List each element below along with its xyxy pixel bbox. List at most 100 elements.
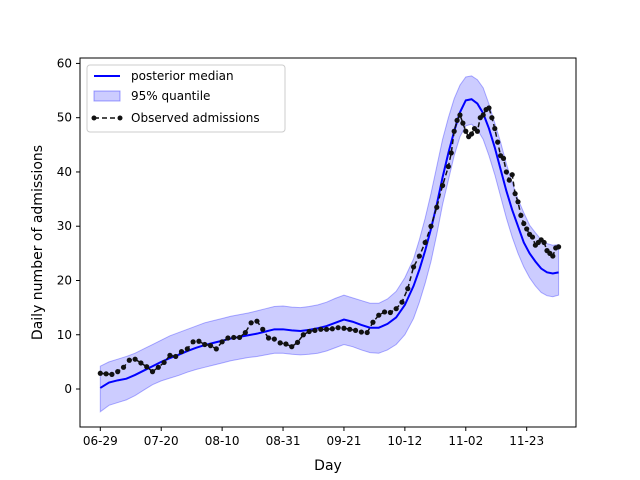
observed-point [144,364,150,370]
y-tick-label: 0 [64,382,72,396]
observed-point [521,220,527,227]
x-tick-label: 11-23 [509,434,544,448]
observed-point [393,306,399,312]
observed-point [294,339,301,345]
observed-point [416,253,422,259]
legend-observed-marker-right [117,115,123,121]
observed-point [109,371,115,377]
y-axis: 0 10 20 30 40 50 60 [57,56,80,396]
observed-point [184,346,190,352]
observed-point [445,163,451,170]
observed-point [335,325,341,331]
observed-point [300,332,306,338]
observed-point [448,150,454,156]
observed-point [486,105,492,111]
legend-band-label: 95% quantile [131,89,210,103]
x-tick-label: 06-29 [83,434,118,448]
observed-point [329,326,335,332]
quantile-band [99,75,560,413]
observed-point [492,125,498,132]
x-tick-label: 09-21 [327,434,362,448]
observed-point [97,370,103,376]
observed-point [161,359,167,366]
observed-point [323,326,330,332]
x-tick-label: 07-20 [144,434,179,448]
observed-point [202,341,208,348]
observed-point [454,117,460,123]
x-axis: 06-29 07-20 08-10 08-31 09-21 10-12 11-02 11-23 [83,427,544,448]
legend: posterior median 95% quantile Observed a… [86,64,286,133]
y-tick-label: 20 [57,273,72,287]
x-tick-label: 08-10 [205,434,240,448]
observed-point [167,352,173,358]
legend-observed-marker-left [91,115,97,121]
observed-point [506,177,512,183]
x-tick-label: 11-02 [448,434,483,448]
observed-point [254,318,260,324]
observed-point [318,326,324,332]
observed-point [155,364,161,370]
observed-point [451,128,457,134]
y-axis-title: Daily number of admissions [30,145,46,340]
band-layer [99,75,560,413]
observed-point [358,329,364,335]
observed-point [120,364,127,370]
observed-point [289,344,295,350]
observed-point [376,312,382,318]
observed-point [439,182,446,189]
observed-point [480,112,486,118]
observed-point [387,309,393,316]
observed-point [283,341,289,347]
observed-point [399,299,405,305]
observed-point [219,339,225,345]
observed-point [207,343,214,349]
observed-point [173,353,179,360]
plot-frame [79,57,577,428]
observed-layer [97,105,562,377]
observed-point [277,340,283,346]
observed-point [231,334,237,341]
observed-point [428,223,434,229]
observed-point [556,244,562,250]
observed-point [550,253,556,259]
observed-point [518,212,524,218]
observed-point [405,286,411,292]
observed-point [149,369,156,375]
observed-point [115,369,121,375]
observed-point [312,327,318,334]
legend-box [86,64,286,133]
observed-point [138,360,144,366]
observed-point [460,120,466,126]
observed-point [306,328,312,335]
y-tick-label: 10 [57,328,72,342]
observed-point [225,335,231,341]
observed-point [468,131,475,137]
observed-point [512,191,518,197]
observed-point [103,371,109,377]
observed-point [248,320,254,326]
observed-point [503,169,509,175]
observed-point [541,239,547,246]
observed-point [126,357,132,363]
y-tick-label: 50 [57,111,72,125]
observed-point [341,325,347,331]
observed-point [474,128,480,134]
observed-point [410,264,417,270]
observed-point [489,115,495,121]
observed-point [178,348,185,355]
x-tick-label: 10-12 [387,434,422,448]
observed-point [515,199,521,205]
observed-point [196,338,202,344]
observed-point [364,329,370,336]
observed-point [132,356,138,362]
y-tick-label: 60 [57,56,72,70]
observed-point [236,334,243,341]
observed-point [260,326,266,332]
observed-point [213,346,219,352]
legend-observed-label: Observed admissions [131,111,260,125]
legend-median-label: posterior median [131,69,234,83]
observed-point [352,327,359,334]
observed-point [495,139,501,145]
observed-point [434,204,440,210]
